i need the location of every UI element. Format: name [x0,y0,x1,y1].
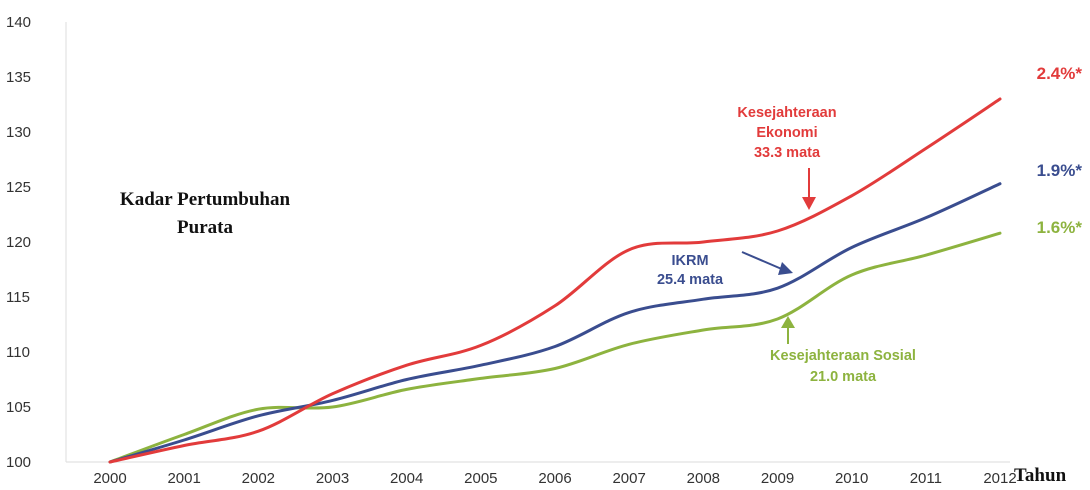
inner-label-line-2: Purata [177,217,233,238]
arrow-sosial-icon [781,316,795,344]
y-tick-label: 105 [6,399,31,416]
annotation-ekonomi-line-1: Kesejahteraan [737,105,836,121]
x-tick-label: 2008 [687,470,720,487]
annotation-ikrm: IKRM 25.4 mata [657,251,793,288]
y-tick-label: 115 [6,289,30,306]
x-tick-label: 2005 [464,470,497,487]
chart-axes [65,22,1010,463]
annotation-sosial-line-1: Kesejahteraan Sosial [770,348,916,364]
x-tick-label: 2009 [761,470,794,487]
y-tick-label: 135 [6,69,31,86]
x-tick-labels: 2000 2001 2002 2003 2004 2005 2006 2007 2008 2009… [93,470,1016,487]
x-tick-label: 2007 [612,470,645,487]
series-lines [108,97,1002,464]
series-line-kesejahteraan-sosial [108,231,1002,464]
annotation-ekonomi-line-3: 33.3 mata [754,145,821,161]
y-tick-label: 125 [6,179,31,196]
x-tick-label: 2006 [538,470,571,487]
x-tick-label: 2011 [910,470,942,487]
y-tick-label: 120 [6,234,31,251]
y-tick-label: 140 [6,14,31,31]
y-tick-label: 100 [6,454,31,471]
x-axis-title: Tahun [1014,465,1067,486]
arrow-ikrm-icon [741,251,793,275]
annotation-ikrm-line-2: 25.4 mata [657,272,724,288]
series-line-kesejahteraan-ekonomi [108,97,1002,464]
rate-sosial: 1.6%* [1037,218,1083,237]
x-tick-label: 2000 [93,470,126,487]
y-tick-labels: 100 105 110 115 120 125 130 135 140 [6,14,31,471]
annotation-ikrm-line-1: IKRM [671,253,708,269]
x-tick-label: 2010 [835,470,868,487]
inner-label-line-1: Kadar Pertumbuhan [120,189,291,210]
rate-ikrm: 1.9%* [1037,161,1083,180]
annotation-kesejahteraan-sosial: Kesejahteraan Sosial 21.0 mata [770,316,916,385]
annotation-sosial-line-2: 21.0 mata [810,369,877,385]
y-tick-label: 110 [6,344,30,361]
arrow-ekonomi-icon [802,168,816,210]
x-tick-label: 2012 [983,470,1016,487]
x-tick-label: 2003 [316,470,349,487]
series-line-ikrm [108,182,1002,464]
annotation-ekonomi-line-2: Ekonomi [756,125,817,141]
rate-ekonomi: 2.4%* [1037,64,1083,83]
x-tick-label: 2002 [242,470,275,487]
y-tick-label: 130 [6,124,31,141]
x-tick-label: 2004 [390,470,423,487]
x-tick-label: 2001 [167,470,200,487]
annotation-kesejahteraan-ekonomi: Kesejahteraan Ekonomi 33.3 mata [737,105,837,210]
